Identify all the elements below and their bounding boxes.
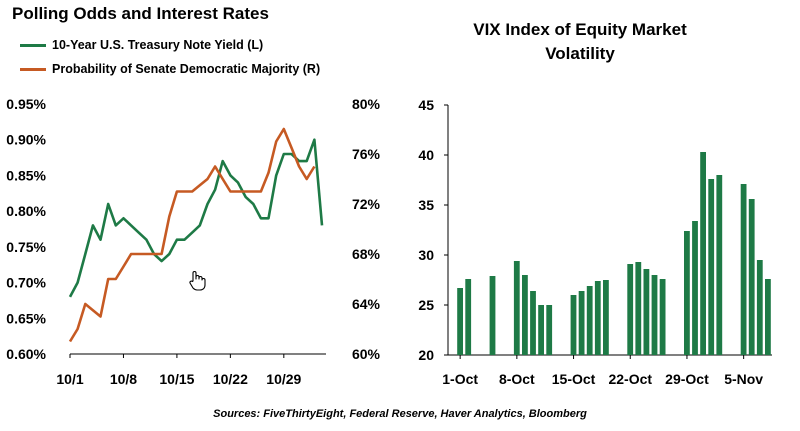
vix-bar	[538, 305, 544, 355]
left-y-tick-label: 0.90%	[6, 132, 46, 148]
left-y-tick-label: 0.85%	[6, 167, 46, 183]
right-chart-y-tick-label: 30	[418, 247, 434, 263]
right-y-tick-label: 68%	[352, 246, 381, 262]
vix-bar	[627, 264, 634, 355]
vix-bar	[546, 305, 553, 355]
vix-bar	[594, 281, 601, 355]
right-y-tick-label: 76%	[352, 146, 381, 162]
vix-bar	[457, 288, 463, 355]
right-chart-y-tick-label: 40	[418, 147, 434, 163]
left-x-tick-label: 10/22	[213, 371, 248, 387]
right-chart-y-tick-label: 45	[418, 97, 434, 113]
right-chart-y-tick-label: 20	[418, 347, 434, 363]
left-y-tick-label: 0.60%	[6, 346, 46, 362]
right-chart-title-line-2: Volatility	[545, 44, 615, 63]
left-y-tick-label: 0.95%	[6, 96, 46, 112]
left-x-tick-label: 10/1	[56, 371, 83, 387]
right-chart-title-line-1: VIX Index of Equity Market	[473, 20, 687, 39]
right-y-tick-label: 72%	[352, 196, 381, 212]
vix-bar	[643, 269, 650, 355]
vix-bar	[489, 276, 496, 355]
right-chart-x-tick-label: 22-Oct	[608, 371, 652, 387]
vix-bar	[522, 275, 528, 355]
left-y-tick-label: 0.75%	[6, 239, 46, 255]
right-chart-x-tick-label: 8-Oct	[499, 371, 535, 387]
vix-bar	[578, 291, 585, 355]
right-chart-x-tick-label: 29-Oct	[665, 371, 709, 387]
left-chart-title: Polling Odds and Interest Rates	[12, 4, 269, 23]
vix-bar	[530, 291, 536, 355]
vix-bar	[586, 286, 593, 355]
vix-bar	[700, 152, 706, 355]
vix-bar	[465, 279, 472, 355]
right-y-tick-label: 64%	[352, 296, 381, 312]
vix-bar	[756, 260, 763, 355]
vix-bar	[570, 295, 577, 355]
vix-bar	[513, 261, 520, 355]
right-chart-x-tick-label: 5-Nov	[724, 371, 763, 387]
left-x-tick-label: 10/8	[110, 371, 137, 387]
right-y-tick-label: 80%	[352, 96, 381, 112]
legend-swatch-orange	[20, 67, 46, 71]
vix-bar	[603, 280, 609, 355]
treasury-yield-line	[68, 138, 324, 298]
legend-item-treasury-yield: 10-Year U.S. Treasury Note Yield (L)	[20, 38, 263, 52]
vix-bar	[765, 279, 771, 355]
vix-bar	[684, 231, 690, 355]
vix-bar	[635, 262, 642, 355]
vix-bar	[692, 221, 698, 355]
legend-swatch-green	[20, 43, 46, 47]
legend-item-senate-probability: Probability of Senate Democratic Majorit…	[20, 62, 320, 76]
right-chart-title: VIX Index of Equity Market Volatility	[440, 18, 720, 66]
senate-probability-line	[68, 127, 316, 343]
vix-bar	[740, 184, 747, 355]
vix-bar	[708, 179, 715, 355]
vix-bar	[716, 175, 723, 355]
legend-label-senate-probability: Probability of Senate Democratic Majorit…	[52, 62, 321, 76]
right-y-tick-label: 60%	[352, 346, 381, 362]
right-chart-y-tick-label: 25	[418, 297, 434, 313]
right-chart-y-tick-label: 35	[418, 197, 434, 213]
left-y-tick-label: 0.65%	[6, 310, 46, 326]
left-x-tick-label: 10/15	[159, 371, 194, 387]
left-x-tick-label: 10/29	[266, 371, 301, 387]
hand-pointer-icon	[188, 270, 206, 292]
left-y-tick-label: 0.80%	[6, 203, 46, 219]
legend-label-treasury-yield: 10-Year U.S. Treasury Note Yield (L)	[52, 38, 264, 52]
left-y-tick-label: 0.70%	[6, 275, 46, 291]
source-note: Sources: FiveThirtyEight, Federal Reserv…	[213, 408, 587, 420]
vix-bar	[748, 199, 755, 355]
right-chart-x-tick-label: 15-Oct	[552, 371, 596, 387]
vix-bar	[651, 275, 658, 355]
right-chart-x-tick-label: 1-Oct	[442, 371, 478, 387]
vix-bar	[659, 279, 666, 355]
